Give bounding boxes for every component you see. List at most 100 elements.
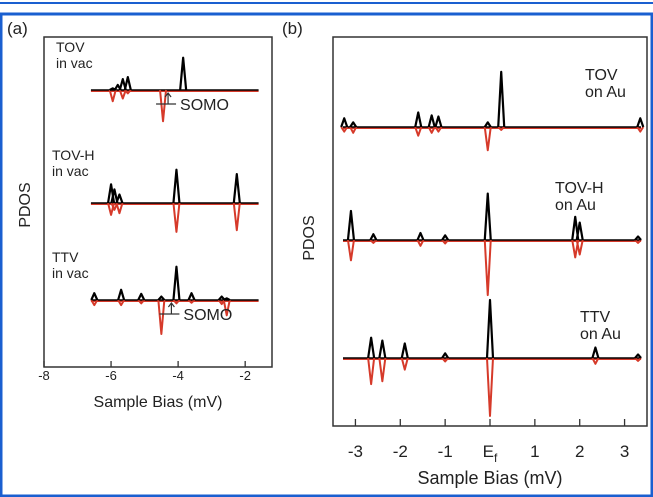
panel-b-ylabel: PDOS bbox=[301, 215, 318, 260]
spin-up-peak bbox=[367, 336, 376, 359]
panel-a-ylabel: PDOS bbox=[17, 182, 34, 227]
spin-down-peak bbox=[636, 126, 645, 133]
panel-b-label: (b) bbox=[282, 19, 303, 38]
xtick-label: 3 bbox=[620, 442, 629, 461]
spin-up-peak bbox=[172, 168, 181, 204]
spin-down-peak bbox=[349, 126, 358, 134]
xtick-label: Ef bbox=[483, 442, 498, 465]
spin-up-peak bbox=[117, 288, 126, 301]
spin-down-peak bbox=[486, 357, 494, 417]
spin-up-peak bbox=[434, 115, 443, 128]
spin-up-peak bbox=[179, 56, 188, 91]
spin-up-peak bbox=[591, 346, 600, 359]
trace-label: in vac bbox=[52, 265, 89, 281]
xtick-label: -6 bbox=[105, 368, 117, 383]
spin-down-peak bbox=[137, 299, 145, 305]
spin-up-peak bbox=[427, 114, 436, 128]
somo-arrowhead bbox=[167, 302, 175, 308]
spin-up-peak bbox=[441, 352, 450, 359]
somo-label: SOMO bbox=[183, 307, 232, 324]
trace-label: TTV bbox=[52, 249, 79, 265]
panel-b-xlabel: Sample Bias (mV) bbox=[417, 468, 562, 488]
trace-label: TOV bbox=[56, 39, 85, 55]
panel-b: (b) PDOS Sample Bias (mV) -3 -2 -1 Ef 1 2 3 TO… bbox=[282, 19, 648, 488]
spin-down-peak bbox=[90, 299, 99, 307]
spin-up-peak bbox=[634, 235, 642, 241]
spin-down-peak bbox=[367, 357, 376, 386]
spin-up-peak bbox=[400, 342, 409, 359]
panel-a: (a) PDOS Sample Bias (mV) -8 -6 -4 -2 TOVin… bbox=[7, 19, 273, 411]
spin-up-peak bbox=[232, 173, 241, 204]
spin-down-peak bbox=[483, 239, 492, 297]
xtick-label: 2 bbox=[575, 442, 584, 461]
spin-down-peak bbox=[400, 357, 409, 371]
spin-up-peak bbox=[223, 297, 231, 301]
spin-up-peak bbox=[416, 231, 425, 241]
spin-down-peak bbox=[416, 239, 425, 247]
spin-down-peak bbox=[117, 299, 125, 307]
panel-a-label: (a) bbox=[7, 19, 28, 38]
trace-label: TOV-H bbox=[555, 180, 604, 197]
spin-down-peak bbox=[634, 239, 642, 244]
panel-a-xticks: -8 -6 -4 -2 bbox=[38, 361, 251, 383]
spin-up-peak bbox=[369, 233, 378, 241]
spin-down-peak bbox=[378, 357, 387, 383]
spin-up-peak bbox=[349, 121, 358, 128]
somo-arrowhead bbox=[164, 92, 172, 98]
spin-up-peak bbox=[483, 192, 492, 241]
spin-down-peak bbox=[591, 357, 600, 365]
panel-a-axes-box bbox=[43, 36, 273, 368]
spin-up-peak bbox=[497, 70, 506, 128]
trace-label: on Au bbox=[580, 326, 621, 343]
spin-down-peak bbox=[232, 202, 241, 232]
spin-down-peak bbox=[634, 357, 642, 362]
spin-down-peak bbox=[575, 239, 584, 256]
spin-up-peak bbox=[636, 117, 645, 128]
spin-down-peak bbox=[441, 239, 449, 245]
spin-down-peak bbox=[441, 357, 449, 363]
spin-down-peak bbox=[222, 299, 231, 317]
trace-label: TOV bbox=[585, 67, 618, 84]
xtick-label-subscript: f bbox=[494, 451, 498, 465]
spin-up-peak bbox=[187, 292, 196, 301]
spin-up-peak bbox=[90, 292, 99, 301]
spin-down-peak bbox=[115, 202, 124, 215]
spin-up-peak bbox=[157, 295, 166, 301]
trace-label: in vac bbox=[56, 55, 93, 71]
figure-border bbox=[0, 12, 653, 497]
spin-down-peak bbox=[124, 89, 132, 95]
spin-down-peak bbox=[369, 239, 378, 244]
spin-down-peak bbox=[434, 126, 443, 133]
spin-down-peak bbox=[340, 126, 349, 133]
spin-down-peak bbox=[172, 202, 181, 233]
spin-down-peak bbox=[497, 126, 505, 131]
trace-label: on Au bbox=[555, 197, 596, 214]
spin-down-peak bbox=[159, 89, 168, 123]
spin-up-peak bbox=[123, 75, 132, 91]
spin-down-peak bbox=[346, 239, 355, 262]
spin-up-peak bbox=[485, 298, 495, 359]
xtick-label: -4 bbox=[172, 368, 184, 383]
spin-down-peak bbox=[108, 89, 117, 103]
spin-up-peak bbox=[115, 193, 124, 204]
spin-up-peak bbox=[340, 117, 349, 128]
spin-down-peak bbox=[157, 299, 166, 335]
xtick-label: -1 bbox=[438, 442, 453, 461]
xtick-label: -3 bbox=[348, 442, 363, 461]
trace-label: on Au bbox=[585, 84, 626, 101]
trace-2: TOV-Hin vac bbox=[52, 147, 259, 233]
xtick-label: -2 bbox=[239, 368, 251, 383]
panel-b-xticks: -3 -2 -1 Ef 1 2 3 bbox=[348, 419, 629, 465]
spin-up-peak bbox=[634, 353, 642, 359]
xtick-label: -8 bbox=[38, 368, 50, 383]
spin-up-peak bbox=[441, 234, 450, 241]
somo-label: SOMO bbox=[180, 97, 229, 114]
spin-up-peak bbox=[172, 265, 181, 301]
spin-up-peak bbox=[378, 339, 387, 359]
trace-2: TOV-Hon Au bbox=[343, 180, 642, 297]
